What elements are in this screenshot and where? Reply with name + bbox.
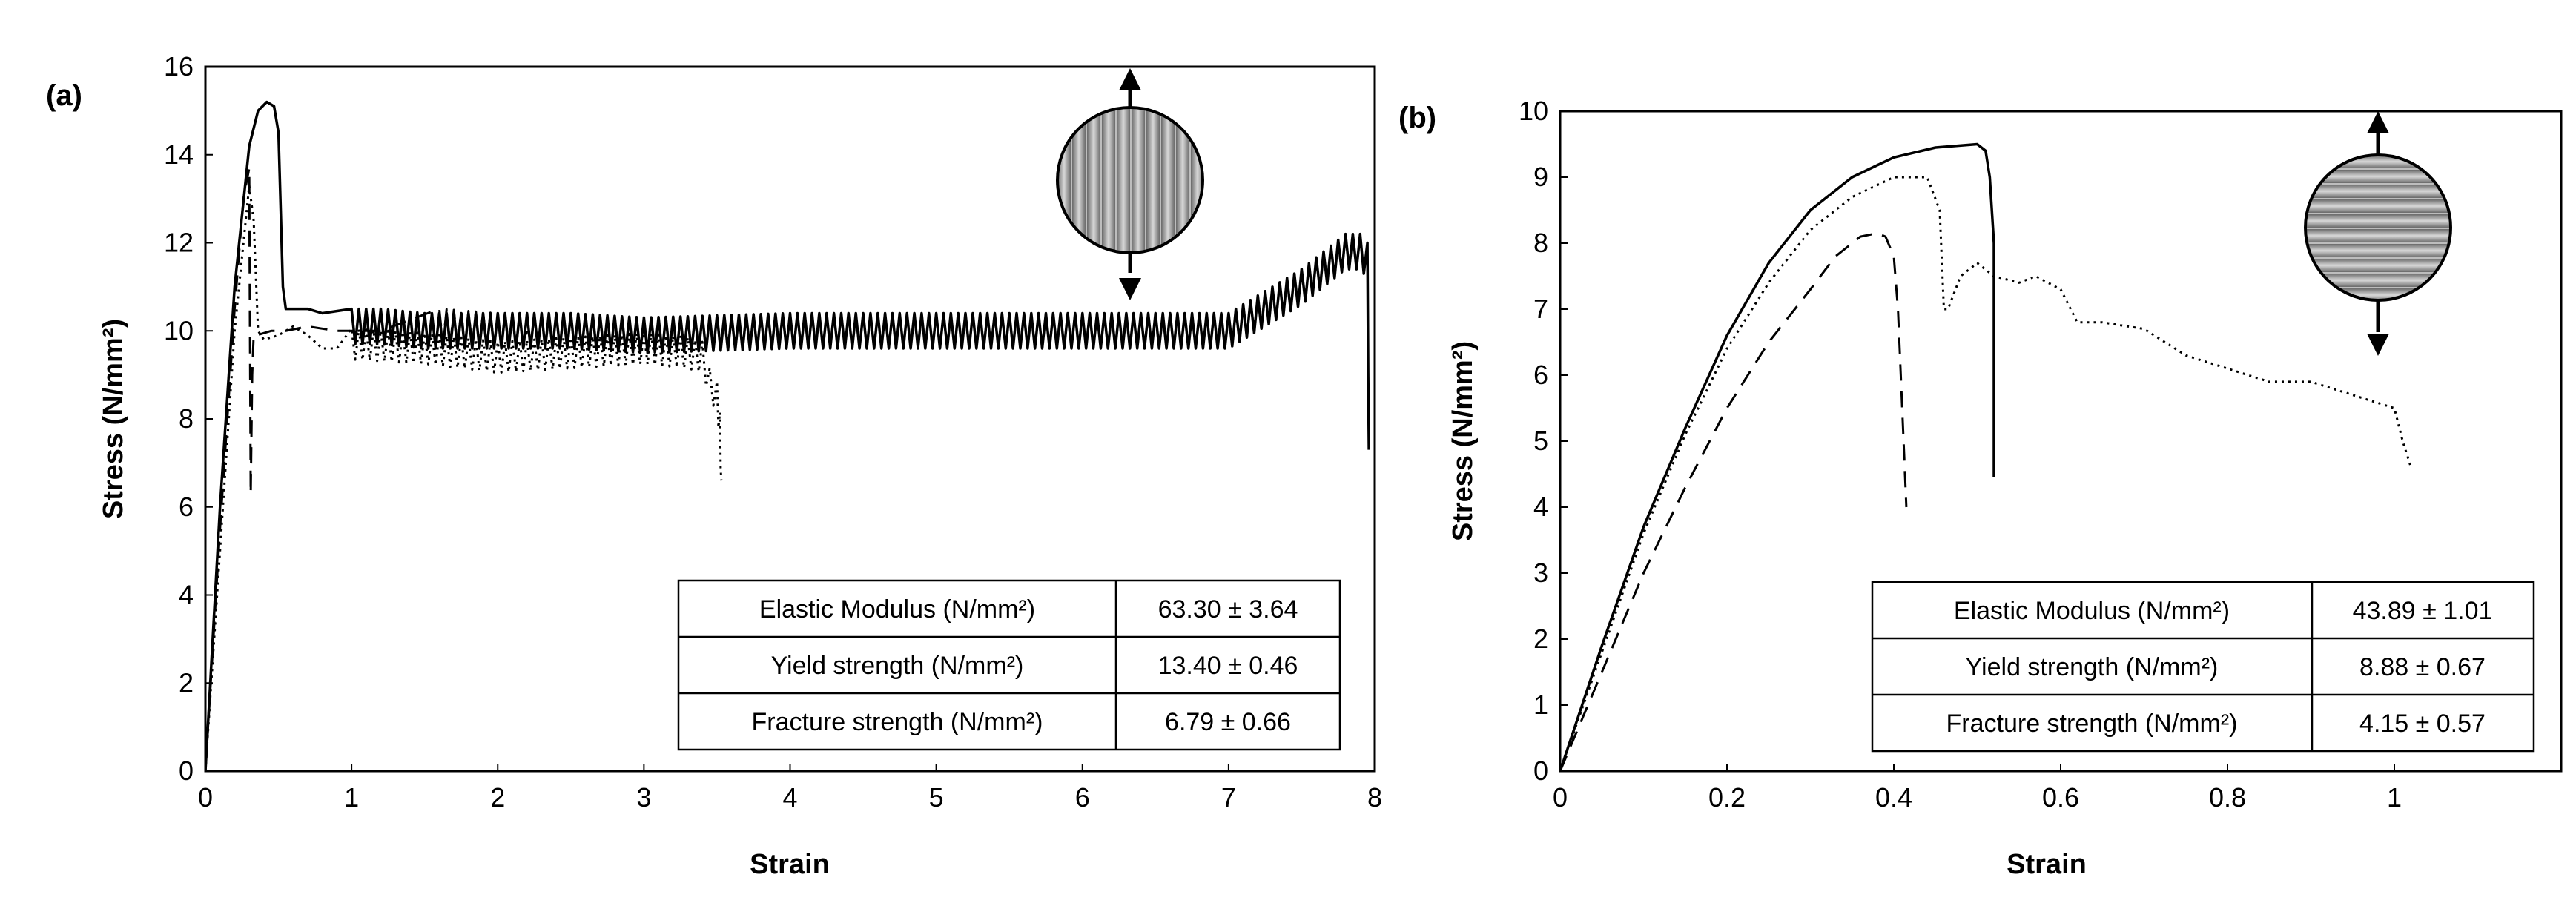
y-tick-label-b: 9 [1533,162,1548,192]
series-solid-line-a [205,100,1370,771]
y-tick-label-b: 7 [1533,294,1548,324]
table-a-row-1-label: Elastic Modulus (N/mm²) [759,595,1035,624]
x-tick-label-b: 0.2 [1708,782,1746,813]
y-tick-label-b: 5 [1533,426,1548,456]
y-tick-label-a: 12 [164,228,194,258]
x-tick-label-a: 4 [782,782,797,813]
y-tick-label-a: 4 [179,580,194,610]
y-tick-label-a: 8 [179,403,194,434]
y-tick-label-b: 3 [1533,558,1548,588]
x-tick-label-a: 3 [636,782,651,813]
table-a-row-2-label: Yield strength (N/mm²) [771,652,1024,680]
y-axis-label-b: Stress (N/mm²) [1447,341,1479,541]
y-tick-label-b: 0 [1533,755,1548,786]
table-b-row-3-label: Fracture strength (N/mm²) [1946,710,2238,738]
circle-horizontal-stripes-arrows-vertical-icon [2304,111,2452,356]
x-tick-label-a: 0 [198,782,213,813]
series-dashed-line-b [1560,232,1908,771]
y-tick-label-a: 14 [164,139,194,170]
x-tick-label-a: 7 [1221,782,1236,813]
panel-label-b: (b) [1398,102,1436,134]
properties-table-a: Elastic Modulus (N/mm²) 63.30 ± 3.64 Yie… [677,579,1341,751]
x-tick-label-a: 8 [1367,782,1382,813]
x-tick-label-a: 1 [344,782,359,813]
y-tick-label-b: 4 [1533,492,1548,522]
y-tick-label-b: 6 [1533,360,1548,390]
x-axis-label-a: Strain [750,849,830,880]
table-a-row-2-value: 13.40 ± 0.46 [1158,652,1298,680]
series-solid-line-b [1560,142,1995,771]
table-b-row-2-label: Yield strength (N/mm²) [1966,653,2219,681]
x-tick-label-b: 1 [2387,782,2402,813]
x-tick-label-a: 6 [1075,782,1090,813]
x-tick-label-b: 0.4 [1875,782,1912,813]
table-b-row-1-label: Elastic Modulus (N/mm²) [1954,597,2230,625]
y-tick-label-b: 1 [1533,690,1548,720]
chart-b: (b) 0 1 2 3 4 5 6 7 8 9 10 0 0.2 0.4 0.6 0.8 1 Strain St… [1398,96,2563,880]
table-a-row-1-value: 63.30 ± 3.64 [1158,595,1298,624]
properties-table-b: Elastic Modulus (N/mm²) 43.89 ± 1.01 Yie… [1871,581,2535,753]
series-dotted-line-b [1560,176,2412,771]
x-axis-label-b: Strain [2007,849,2087,880]
table-b-row-3-value: 4.15 ± 0.57 [2359,710,2486,738]
table-a-row-3-value: 6.79 ± 0.66 [1165,708,1291,736]
y-tick-label-a: 2 [179,667,194,698]
panel-label-a: (a) [46,79,82,112]
y-tick-label-a: 10 [164,315,194,345]
y-axis-label-a: Stress (N/mm²) [98,319,129,519]
table-b-row-2-value: 8.88 ± 0.67 [2359,653,2486,681]
x-tick-label-a: 2 [490,782,505,813]
table-a-row-3-label: Fracture strength (N/mm²) [752,708,1043,736]
x-tick-label-a: 5 [929,782,944,813]
x-tick-label-b: 0.6 [2042,782,2079,813]
table-b-row-1-value: 43.89 ± 1.01 [2353,597,2493,625]
x-tick-label-b: 0.8 [2209,782,2246,813]
circle-vertical-stripes-arrows-vertical-icon [1056,68,1204,300]
y-tick-label-b: 10 [1519,96,1548,126]
y-tick-label-b: 2 [1533,624,1548,654]
series-dashed-line-a [205,167,529,771]
y-tick-label-a: 0 [179,755,194,786]
y-tick-label-a: 6 [179,492,194,522]
y-tick-label-a: 16 [164,51,194,82]
y-tick-label-b: 8 [1533,228,1548,258]
x-tick-label-b: 0 [1553,782,1568,813]
